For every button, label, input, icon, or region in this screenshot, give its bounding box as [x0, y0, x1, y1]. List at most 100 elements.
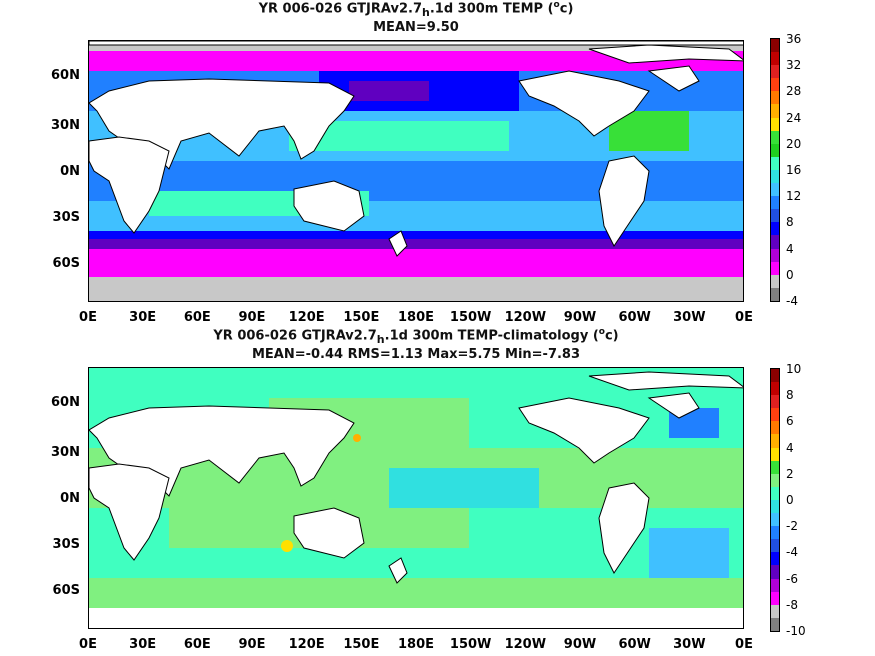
colorbar-swatch: [771, 578, 779, 592]
lon-label: 90W: [563, 637, 597, 652]
lon-label: 120W: [504, 637, 547, 652]
colorbar-swatch: [771, 473, 779, 487]
colorbar-tick-label: -4: [786, 545, 798, 560]
colorbar-swatch: [771, 143, 779, 157]
panel1-stats: MEAN=9.50: [373, 20, 459, 35]
lon-label: 90E: [238, 310, 266, 325]
panel2-title: YR 006-026 GTJRAv2.7h.1d 300m TEMP-clima…: [213, 327, 619, 346]
colorbar-swatch: [771, 565, 779, 579]
colorbar-swatch: [771, 447, 779, 461]
colorbar-swatch: [771, 287, 779, 301]
colorbar-swatch: [771, 460, 779, 474]
colorbar-swatch: [771, 156, 779, 170]
lon-label: 150W: [449, 310, 492, 325]
colorbar-swatch: [771, 39, 779, 53]
lon-label: 180E: [397, 310, 435, 325]
lon-label: 180E: [397, 637, 435, 652]
lon-label: 90E: [238, 637, 266, 652]
colorbar-swatch: [771, 274, 779, 288]
lat-label: 30S: [52, 210, 80, 225]
lat-label: 0N: [60, 491, 80, 506]
lat-label: 30N: [51, 118, 80, 133]
lon-label: 150E: [343, 310, 380, 325]
panel2-stats: MEAN=-0.44 RMS=1.13 Max=5.75 Min=-7.83: [251, 347, 581, 362]
colorbar-tick-label: 6: [786, 414, 794, 429]
colorbar-swatch: [771, 183, 779, 197]
colorbar-swatch: [771, 222, 779, 236]
lat-label: 60N: [51, 68, 80, 83]
colorbar-tick-label: 0: [786, 493, 794, 507]
colorbar-swatch: [771, 591, 779, 605]
lon-label: 120E: [288, 637, 325, 652]
panel2-map-svg: [89, 368, 743, 628]
colorbar-swatch: [771, 604, 779, 618]
colorbar-swatch: [771, 117, 779, 131]
lon-label: 60E: [183, 310, 211, 325]
lat-label: 60S: [52, 583, 80, 598]
panel1-title: YR 006-026 GTJRAv2.7h.1d 300m TEMP (oc): [258, 0, 574, 19]
colorbar-swatch: [771, 209, 779, 223]
lat-label: 30S: [52, 537, 80, 552]
colorbar-tick-label: -4: [786, 294, 798, 308]
panel1-map-svg: [89, 41, 743, 301]
lon-label: 120W: [504, 310, 547, 325]
colorbar-swatch: [771, 235, 779, 249]
panel2-colorbar: [770, 368, 780, 632]
colorbar-swatch: [771, 434, 779, 448]
colorbar-swatch: [771, 486, 779, 500]
colorbar-tick-label: 8: [786, 215, 794, 230]
colorbar-tick-label: -6: [786, 571, 798, 586]
colorbar-tick-label: -10: [786, 624, 806, 638]
lat-label: 60N: [51, 395, 80, 410]
colorbar-swatch: [771, 382, 779, 396]
lon-label: 30W: [673, 637, 706, 652]
colorbar-swatch: [771, 65, 779, 79]
colorbar-swatch: [771, 552, 779, 566]
lon-label: 30E: [129, 310, 157, 325]
lat-label: 0N: [60, 164, 80, 179]
colorbar-tick-label: 32: [786, 58, 802, 73]
colorbar-tick-label: 2: [786, 466, 794, 481]
lon-label: 150W: [449, 637, 492, 652]
colorbar-swatch: [771, 130, 779, 144]
colorbar-swatch: [771, 196, 779, 210]
lon-label: 0E: [79, 310, 97, 325]
lon-label: 30E: [129, 637, 157, 652]
colorbar-swatch: [771, 91, 779, 105]
colorbar-swatch: [771, 513, 779, 527]
colorbar-swatch: [771, 617, 779, 631]
colorbar-swatch: [771, 52, 779, 66]
colorbar-tick-label: -8: [786, 597, 798, 612]
lon-label: 120E: [288, 310, 325, 325]
colorbar-tick-label: 20: [786, 136, 802, 151]
colorbar-swatch: [771, 248, 779, 262]
lon-label: 0E: [79, 637, 97, 652]
colorbar-swatch: [771, 421, 779, 435]
lon-label: 150E: [343, 637, 380, 652]
colorbar-swatch: [771, 395, 779, 409]
colorbar-swatch: [771, 539, 779, 553]
lon-label: 60E: [183, 637, 211, 652]
lon-label: 0E: [735, 310, 753, 325]
colorbar-tick-label: 4: [786, 440, 794, 455]
panel1-map: [88, 40, 744, 302]
lon-label: 60W: [618, 310, 651, 325]
colorbar-tick-label: 28: [786, 84, 802, 99]
lon-label: 60W: [618, 637, 651, 652]
panel2-map: [88, 367, 744, 629]
lon-label: 30W: [673, 310, 706, 325]
colorbar-tick-label: 10: [786, 362, 802, 376]
lat-label: 30N: [51, 445, 80, 460]
panel1-colorbar: [770, 38, 780, 302]
colorbar-swatch: [771, 408, 779, 422]
colorbar-tick-label: 4: [786, 241, 794, 256]
colorbar-swatch: [771, 78, 779, 92]
colorbar-tick-label: 24: [786, 110, 802, 125]
colorbar-tick-label: 36: [786, 32, 802, 46]
colorbar-swatch: [771, 261, 779, 275]
colorbar-swatch: [771, 169, 779, 184]
colorbar-tick-label: -2: [786, 519, 798, 534]
lat-label: 60S: [52, 256, 80, 271]
colorbar-tick-label: 8: [786, 388, 794, 403]
lon-label: 90W: [563, 310, 597, 325]
